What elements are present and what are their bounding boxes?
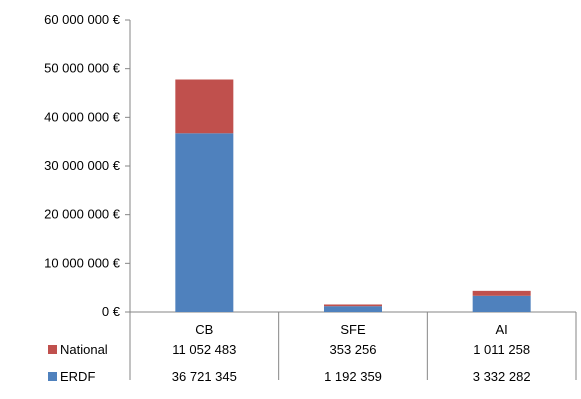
legend-key-national — [48, 345, 57, 354]
y-tick-label: 0 € — [102, 304, 121, 319]
bar-erdf-ai — [472, 295, 531, 312]
data-table-value: 3 332 282 — [473, 369, 531, 384]
y-tick-label: 20 000 000 € — [44, 207, 121, 222]
bar-national-sfe — [324, 304, 382, 307]
legend-label-national: National — [60, 342, 108, 357]
data-table-value: 36 721 345 — [172, 369, 237, 384]
data-table-value: 1 011 258 — [473, 342, 530, 357]
x-category-label: CB — [195, 322, 213, 337]
y-tick-label: 50 000 000 € — [44, 61, 121, 76]
bar-erdf-cb — [175, 133, 234, 312]
bar-national-ai — [472, 290, 531, 296]
legend-key-erdf — [48, 372, 57, 381]
data-table-value: 353 256 — [330, 342, 377, 357]
bar-national-cb — [175, 79, 234, 134]
data-table-value: 11 052 483 — [172, 342, 236, 357]
x-category-label: SFE — [340, 322, 366, 337]
y-tick-label: 60 000 000 € — [44, 12, 121, 27]
y-tick-label: 40 000 000 € — [44, 109, 121, 124]
x-category-label: AI — [496, 322, 508, 337]
data-table-value: 1 192 359 — [324, 369, 382, 384]
legend-label-erdf: ERDF — [60, 369, 95, 384]
y-tick-label: 30 000 000 € — [44, 158, 121, 173]
bar-erdf-sfe — [324, 306, 382, 312]
y-tick-label: 10 000 000 € — [44, 255, 121, 270]
